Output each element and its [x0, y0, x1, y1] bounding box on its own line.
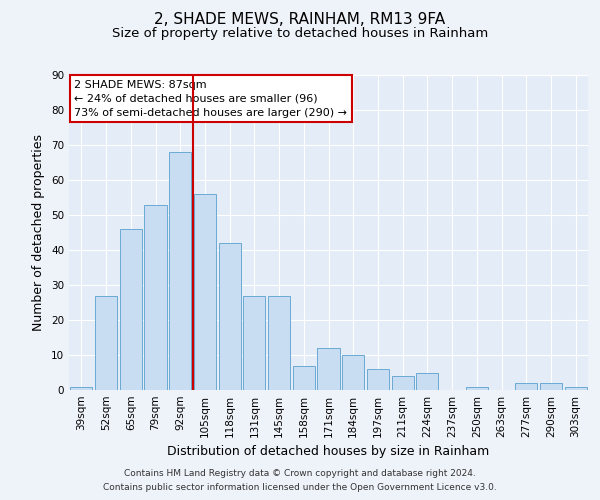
Bar	[95, 296, 117, 390]
Bar	[515, 383, 538, 390]
Text: Contains HM Land Registry data © Crown copyright and database right 2024.: Contains HM Land Registry data © Crown c…	[124, 468, 476, 477]
Text: 2, SHADE MEWS, RAINHAM, RM13 9FA: 2, SHADE MEWS, RAINHAM, RM13 9FA	[154, 12, 446, 28]
Text: Size of property relative to detached houses in Rainham: Size of property relative to detached ho…	[112, 28, 488, 40]
Bar	[243, 296, 265, 390]
Bar	[416, 372, 439, 390]
Y-axis label: Number of detached properties: Number of detached properties	[32, 134, 46, 331]
Bar	[119, 229, 142, 390]
Bar	[565, 386, 587, 390]
Bar	[540, 383, 562, 390]
Bar	[342, 355, 364, 390]
Bar	[218, 243, 241, 390]
Bar	[169, 152, 191, 390]
X-axis label: Distribution of detached houses by size in Rainham: Distribution of detached houses by size …	[167, 446, 490, 458]
Bar	[317, 348, 340, 390]
Text: 2 SHADE MEWS: 87sqm
← 24% of detached houses are smaller (96)
73% of semi-detach: 2 SHADE MEWS: 87sqm ← 24% of detached ho…	[74, 80, 347, 118]
Bar	[194, 194, 216, 390]
Bar	[145, 204, 167, 390]
Bar	[367, 369, 389, 390]
Bar	[293, 366, 315, 390]
Text: Contains public sector information licensed under the Open Government Licence v3: Contains public sector information licen…	[103, 484, 497, 492]
Bar	[268, 296, 290, 390]
Bar	[466, 386, 488, 390]
Bar	[70, 386, 92, 390]
Bar	[392, 376, 414, 390]
